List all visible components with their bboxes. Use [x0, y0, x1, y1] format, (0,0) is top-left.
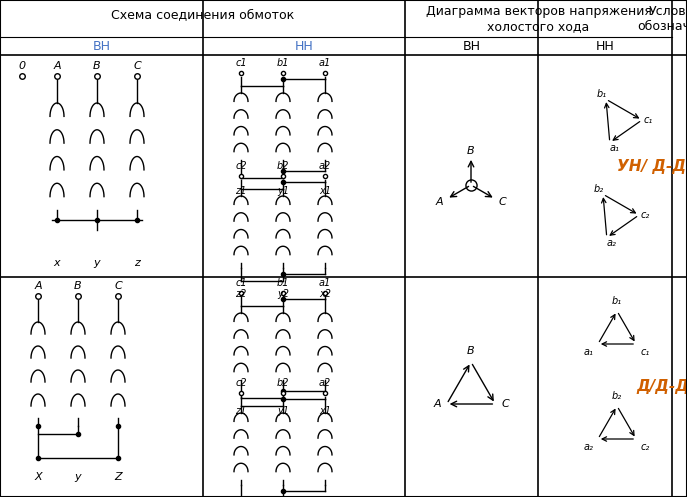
Text: B: B	[93, 61, 101, 71]
Text: b2: b2	[277, 378, 289, 388]
Text: a1: a1	[319, 278, 331, 288]
Text: b1: b1	[277, 58, 289, 68]
Text: c₂: c₂	[640, 442, 649, 452]
Text: a₂: a₂	[584, 442, 594, 452]
Text: x1: x1	[319, 406, 331, 416]
Text: b2: b2	[277, 161, 289, 171]
Text: A: A	[53, 61, 61, 71]
Text: Условное
обозначение: Условное обозначение	[637, 5, 687, 33]
Text: Z: Z	[114, 472, 122, 482]
Text: Схема соединения обмоток: Схема соединения обмоток	[111, 8, 294, 21]
Text: C: C	[498, 197, 506, 207]
Text: A: A	[34, 281, 42, 291]
Text: y1: y1	[277, 186, 289, 196]
Text: y1: y1	[277, 406, 289, 416]
Text: c₁: c₁	[643, 115, 653, 125]
Text: c₁: c₁	[640, 347, 649, 357]
Text: ВН: ВН	[462, 40, 480, 54]
Text: a2: a2	[319, 378, 331, 388]
Text: B: B	[467, 346, 475, 356]
Text: c1: c1	[235, 278, 247, 288]
Text: b₂: b₂	[594, 184, 604, 194]
Text: c1: c1	[235, 58, 247, 68]
Text: b₂: b₂	[612, 391, 622, 401]
Text: y: y	[75, 472, 81, 482]
Text: b₁: b₁	[612, 296, 622, 306]
Text: z: z	[134, 258, 140, 268]
Text: y2: y2	[277, 289, 289, 299]
Text: A: A	[436, 197, 444, 207]
Text: B: B	[467, 146, 475, 156]
Text: x2: x2	[319, 289, 331, 299]
Text: a₂: a₂	[607, 238, 617, 248]
Text: A: A	[433, 399, 441, 409]
Text: a1: a1	[319, 58, 331, 68]
Text: C: C	[502, 399, 509, 409]
Text: a₁: a₁	[584, 347, 594, 357]
Text: Д/Д-Д-0-0: Д/Д-Д-0-0	[636, 380, 687, 395]
Text: a₁: a₁	[610, 143, 620, 153]
Text: НН: НН	[596, 40, 614, 54]
Text: X: X	[34, 472, 42, 482]
Text: c2: c2	[235, 378, 247, 388]
Text: x1: x1	[319, 186, 331, 196]
Text: 0: 0	[19, 61, 25, 71]
Text: a2: a2	[319, 161, 331, 171]
Text: B: B	[74, 281, 82, 291]
Text: x: x	[54, 258, 60, 268]
Text: c2: c2	[235, 161, 247, 171]
Text: b₁: b₁	[597, 89, 607, 99]
Text: Диаграмма векторов напряжения
холостого хода: Диаграмма векторов напряжения холостого …	[425, 5, 651, 33]
Text: z1: z1	[236, 406, 247, 416]
Text: НН: НН	[295, 40, 313, 54]
Text: b1: b1	[277, 278, 289, 288]
Text: z2: z2	[236, 289, 247, 299]
Text: C: C	[114, 281, 122, 291]
Text: ВН: ВН	[93, 40, 111, 54]
Text: C: C	[133, 61, 141, 71]
Text: z1: z1	[236, 186, 247, 196]
Text: y: y	[93, 258, 100, 268]
Text: c₂: c₂	[640, 210, 650, 220]
Text: УН/ Д-Д-11-11: УН/ Д-Д-11-11	[618, 159, 687, 173]
